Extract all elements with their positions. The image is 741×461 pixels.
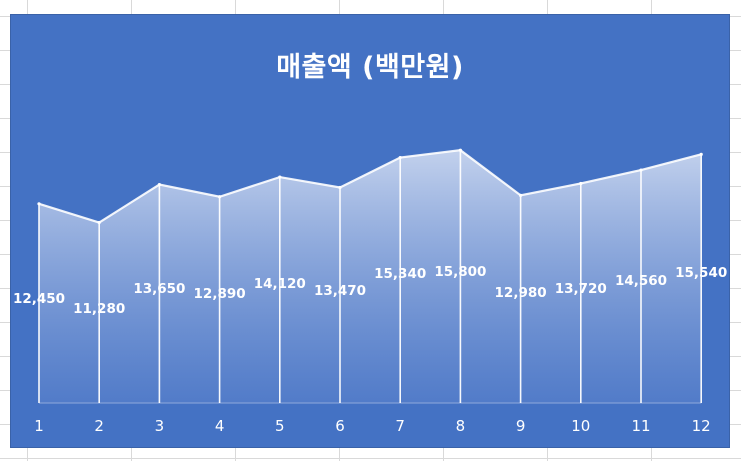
data-label-8: 15,800 [434,264,486,280]
series-area [39,150,702,403]
data-point-6 [338,185,342,190]
data-label-6: 13,470 [314,283,366,299]
x-tick-label-12: 12 [692,417,711,435]
data-point-12 [699,152,703,156]
data-label-2: 11,280 [73,301,125,317]
data-label-3: 13,650 [133,281,185,297]
data-label-12: 15,540 [675,265,727,281]
data-label-1: 12,450 [13,291,65,307]
data-label-5: 14,120 [254,276,306,292]
x-tick-label-11: 11 [631,417,650,435]
data-point-10 [579,181,583,186]
data-label-10: 13,720 [555,281,607,297]
data-point-3 [157,183,161,187]
x-tick-label-2: 2 [94,417,104,435]
x-tick-label-4: 4 [215,417,225,435]
data-point-7 [398,155,402,160]
data-label-7: 15,340 [374,266,426,282]
x-tick-label-1: 1 [34,417,44,435]
x-tick-label-3: 3 [155,417,165,435]
data-label-11: 14,560 [615,273,667,289]
chart-area[interactable]: 매출액 (백만원) 12,450 11,280 13,650 12,890 14,120… [10,14,730,448]
data-point-9 [519,193,523,197]
x-tick-label-5: 5 [275,417,285,435]
data-point-2 [97,220,101,225]
data-point-8 [458,148,462,152]
x-tick-label-10: 10 [571,417,590,435]
data-label-4: 12,890 [194,286,246,302]
data-label-9: 12,980 [495,285,547,301]
x-tick-label-9: 9 [516,417,526,435]
data-point-4 [218,195,222,199]
data-point-11 [639,168,643,172]
plot-area: 12,450 11,280 13,650 12,890 14,120 13,470 15,3… [13,148,727,435]
x-tick-label-6: 6 [335,417,345,435]
series-line [38,149,702,224]
x-tick-label-8: 8 [456,417,466,435]
data-point-5 [278,175,282,179]
x-tick-label-7: 7 [395,417,405,435]
chart-title: 매출액 (백만원) [276,52,464,83]
data-point-1 [37,202,41,206]
